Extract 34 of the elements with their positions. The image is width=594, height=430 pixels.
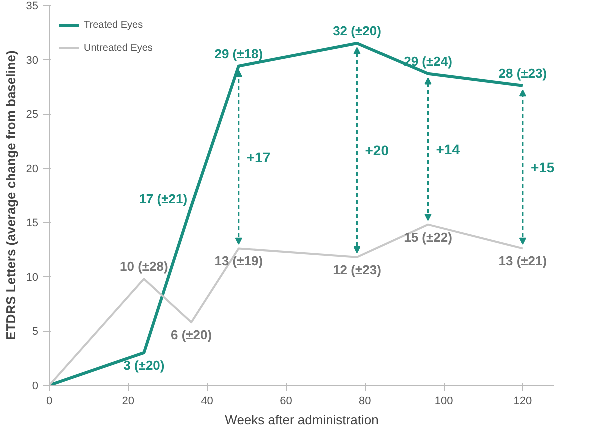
x-tick-label: 20	[122, 396, 135, 408]
legend-label: Treated Eyes	[84, 20, 144, 30]
data-label: 13 (±21)	[498, 254, 548, 269]
y-tick-label: 10	[26, 272, 39, 284]
x-tick-label: 40	[201, 396, 214, 408]
y-tick-label: 0	[32, 380, 39, 392]
annotation: +15	[530, 159, 555, 176]
x-tick-label: 120	[514, 396, 532, 408]
legend-label: Untreated Eyes	[84, 42, 153, 54]
y-tick-label: 35	[26, 0, 39, 12]
data-label: 29 (±18)	[214, 46, 264, 62]
y-axis-title: ETDRS Letters (average change from baseline)	[3, 50, 18, 340]
data-label: 15 (±22)	[404, 230, 452, 245]
x-axis-title: Weeks after administration	[225, 412, 379, 428]
y-tick-label: 20	[26, 163, 39, 176]
y-tick-label: 15	[26, 218, 39, 230]
data-label: 6 (±20)	[170, 328, 212, 343]
data-label: 12 (±23)	[333, 262, 382, 278]
data-label: 17 (±21)	[139, 191, 188, 206]
data-label: 10 (±28)	[120, 259, 168, 274]
data-label: 13 (±19)	[214, 254, 264, 269]
data-label: 3 (±20)	[124, 358, 165, 373]
y-tick-label: 25	[26, 109, 39, 122]
annotation: +20	[365, 142, 390, 158]
data-label: 28 (±23)	[498, 66, 548, 81]
y-tick-label: 30	[26, 54, 39, 67]
x-tick-label: 60	[280, 396, 292, 408]
x-tick-label: 80	[359, 396, 372, 408]
y-tick-label: 5	[32, 326, 39, 338]
x-tick-label: 0	[46, 396, 53, 408]
annotation: +17	[246, 150, 271, 166]
x-tick-label: 100	[434, 396, 454, 408]
data-label: 32 (±20)	[333, 24, 382, 38]
annotation: +14	[436, 141, 460, 158]
